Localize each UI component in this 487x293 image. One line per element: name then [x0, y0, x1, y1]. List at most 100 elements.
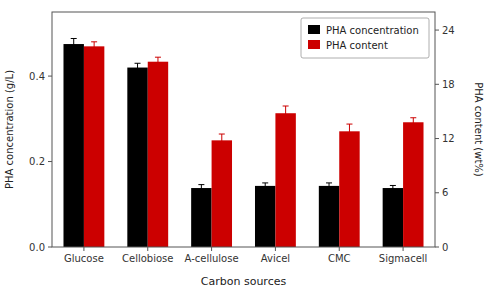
error-cap [155, 57, 161, 58]
y-tick [48, 161, 52, 162]
error-cap [326, 182, 332, 183]
error-bar [155, 57, 161, 66]
y-tick-label: 0.2 [29, 156, 45, 167]
y2-tick [435, 247, 439, 248]
error-cap [326, 188, 332, 189]
x-tick-label: CMC [328, 253, 351, 264]
error-line [265, 183, 266, 189]
x-tick-label: A-cellulose [185, 253, 239, 264]
y2-tick-label: 18 [442, 79, 455, 90]
bars [63, 38, 423, 247]
y2-tick [435, 138, 439, 139]
error-line [413, 118, 414, 127]
error-cap [262, 182, 268, 183]
error-cap [219, 146, 225, 147]
bar [255, 186, 275, 247]
legend: PHA concentration PHA content [301, 18, 429, 58]
bar [275, 113, 295, 247]
error-cap [135, 71, 141, 72]
error-cap [198, 184, 204, 185]
y-tick-label: 0.4 [29, 71, 45, 82]
error-bar [346, 124, 352, 138]
error-line [157, 57, 158, 66]
bar [403, 122, 423, 247]
error-bar [326, 183, 332, 189]
error-bar [283, 106, 289, 120]
error-cap [155, 66, 161, 67]
error-cap [71, 49, 77, 50]
error-line [73, 38, 74, 49]
error-line [94, 42, 95, 51]
bar [127, 68, 147, 247]
chart: 0.0 0.2 0.4 0 6 12 18 24 Glucose Cellobiose A-cell… [0, 0, 487, 293]
legend-label: PHA concentration [326, 25, 419, 36]
axes: 0.0 0.2 0.4 0 6 12 18 24 Glucose Cellobiose A-cell… [29, 25, 455, 264]
plot-frame [52, 12, 435, 247]
y2-tick-label: 0 [442, 242, 448, 253]
error-cap [390, 190, 396, 191]
y2-axis-label: PHA content (wt%) [473, 82, 484, 177]
error-bar [198, 185, 204, 192]
bar [84, 46, 104, 247]
error-bar [91, 42, 97, 51]
error-cap [283, 120, 289, 121]
x-tick [211, 247, 212, 251]
error-line [285, 106, 286, 120]
bar [191, 188, 211, 247]
x-tick-label: Avicel [261, 253, 290, 264]
error-bar [71, 38, 77, 49]
error-bar [410, 118, 416, 127]
error-cap [410, 126, 416, 127]
bar [148, 62, 168, 247]
y-tick [48, 247, 52, 248]
error-line [221, 134, 222, 147]
error-cap [346, 138, 352, 139]
y-axis-label: PHA concentration (g/L) [4, 70, 15, 189]
error-line [329, 183, 330, 189]
y2-tick [435, 84, 439, 85]
error-cap [410, 117, 416, 118]
error-line [201, 185, 202, 192]
bar [339, 131, 359, 247]
error-bar [390, 185, 396, 190]
error-line [137, 63, 138, 72]
y2-tick [435, 192, 439, 193]
error-line [392, 185, 393, 190]
legend-swatch [308, 25, 320, 34]
legend-label: PHA content [326, 40, 388, 51]
error-cap [346, 124, 352, 125]
y2-tick-label: 24 [442, 25, 455, 36]
x-tick [83, 247, 84, 251]
error-cap [71, 38, 77, 39]
bar [212, 140, 232, 247]
error-cap [198, 191, 204, 192]
bar [319, 186, 339, 247]
series [63, 38, 403, 247]
series [84, 42, 424, 247]
error-cap [91, 50, 97, 51]
error-bar [262, 183, 268, 189]
bar [63, 44, 83, 247]
x-tick [339, 247, 340, 251]
y2-tick-label: 6 [442, 187, 448, 198]
x-tick-label: Sigmacell [379, 253, 428, 264]
error-cap [283, 106, 289, 107]
x-tick-label: Cellobiose [122, 253, 173, 264]
y2-tick-label: 12 [442, 133, 455, 144]
error-cap [262, 188, 268, 189]
bar [383, 188, 403, 247]
error-cap [135, 63, 141, 64]
error-cap [390, 185, 396, 186]
x-tick [147, 247, 148, 251]
x-axis-label: Carbon sources [201, 275, 287, 288]
legend-swatch [308, 40, 320, 49]
y-tick-label: 0.0 [29, 242, 45, 253]
error-cap [91, 41, 97, 42]
legend-box [301, 18, 429, 58]
y2-tick [435, 30, 439, 31]
error-cap [219, 134, 225, 135]
error-line [349, 124, 350, 138]
y-tick [48, 76, 52, 77]
x-tick-label: Glucose [64, 253, 104, 264]
error-bar [135, 63, 141, 72]
